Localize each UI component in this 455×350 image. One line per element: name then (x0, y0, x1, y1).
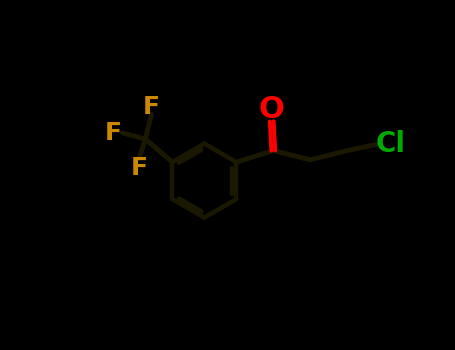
Text: F: F (105, 121, 121, 145)
Text: Cl: Cl (375, 131, 405, 159)
Text: F: F (143, 95, 160, 119)
Text: O: O (259, 95, 285, 124)
Text: F: F (131, 155, 148, 180)
